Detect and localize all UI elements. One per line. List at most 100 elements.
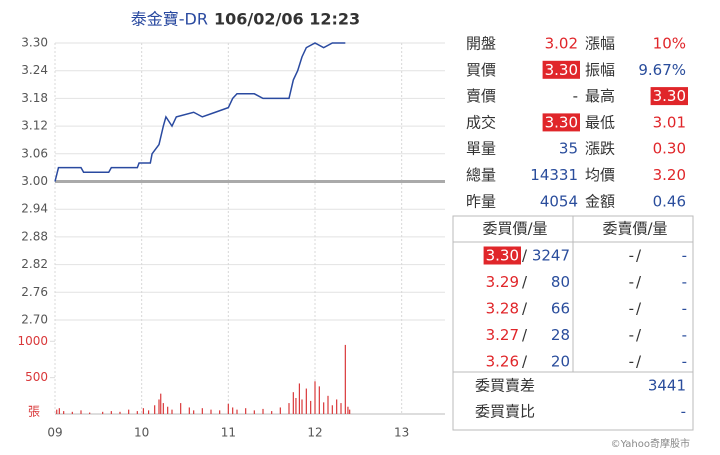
volume-bar (102, 411, 104, 414)
bid-volume: 20 (551, 353, 570, 371)
quote-label: 買價 (466, 61, 496, 79)
volume-bar (301, 399, 303, 414)
volume-bar (80, 410, 82, 414)
volume-bar (347, 406, 349, 414)
quote-value: 14331 (530, 166, 578, 184)
volume-bar (128, 409, 130, 414)
y-tick-label: 3.24 (21, 63, 48, 77)
x-tick-label: 12 (307, 426, 322, 440)
quote-value: 3.20 (653, 166, 686, 184)
quote-label: 開盤 (466, 35, 496, 53)
quote-value: 9.67% (638, 61, 686, 79)
volume-bar (318, 386, 320, 414)
quote-value: 3.30 (545, 113, 578, 131)
y-tick-label: 2.70 (21, 313, 48, 327)
volume-bar (56, 409, 58, 414)
volume-bar (245, 408, 247, 414)
volume-bar (142, 408, 144, 414)
ask-volume: - (682, 247, 687, 265)
separator: / (522, 353, 528, 371)
volume-bar (71, 411, 73, 414)
y-axis-label: 張 (28, 405, 40, 419)
volume-bar (162, 403, 164, 414)
volume-bar (340, 403, 342, 414)
timestamp: 106/02/06 12:23 (214, 10, 360, 29)
volume-bar (110, 411, 112, 414)
y-tick-label: 1000 (17, 334, 48, 348)
volume-bar (310, 400, 312, 414)
volume-bar (305, 388, 307, 414)
quote-label: 金額 (585, 192, 615, 210)
quote-label: 漲幅 (585, 35, 615, 53)
separator: / (522, 326, 528, 344)
price-line (54, 42, 346, 182)
x-tick-label: 09 (47, 426, 62, 440)
quote-value: 0.46 (653, 192, 686, 210)
bid-volume: 28 (551, 326, 570, 344)
separator: / (636, 353, 642, 371)
volume-bar (344, 344, 346, 414)
order-header: 委買價/量 (482, 220, 547, 238)
volume-bar (180, 403, 182, 414)
volume-bar (298, 383, 300, 414)
summary-label: 委買賣差 (475, 377, 535, 395)
x-tick-label: 10 (134, 426, 149, 440)
volume-bar (295, 398, 297, 414)
quote-value: 3.30 (545, 61, 578, 79)
volume-bar (271, 411, 273, 414)
bid-price: 3.26 (486, 353, 519, 371)
separator: / (636, 273, 642, 291)
separator: / (522, 247, 528, 265)
volume-bar (210, 409, 212, 414)
volume-bar (119, 411, 121, 414)
bid-price: 3.28 (486, 300, 519, 318)
volume-bar (232, 407, 234, 414)
y-tick-label: 2.94 (21, 202, 48, 216)
y-tick-label: 2.76 (21, 285, 48, 299)
quote-value: 3.02 (545, 35, 578, 53)
volume-bar (349, 409, 351, 414)
volume-bar (136, 411, 138, 414)
x-tick-label: 13 (394, 426, 409, 440)
y-tick-label: 3.12 (21, 119, 48, 133)
separator: / (636, 326, 642, 344)
volume-bar (89, 412, 91, 414)
y-tick-label: 3.00 (21, 174, 48, 188)
quote-value: 35 (559, 140, 578, 158)
volume-bar (148, 410, 150, 414)
quote-label: 最高 (585, 87, 615, 105)
summary-label: 委買賣比 (475, 403, 535, 421)
stock-name: 泰金寶-DR (131, 10, 208, 29)
quote-value: - (573, 87, 578, 105)
x-tick-label: 11 (221, 426, 236, 440)
ask-volume: - (682, 300, 687, 318)
volume-bar (63, 411, 65, 414)
volume-bar (323, 402, 325, 414)
footer: ©Yahoo奇摩股市 (611, 437, 690, 450)
y-tick-label: 2.88 (21, 229, 48, 243)
volume-bar (279, 407, 281, 414)
separator: / (636, 247, 642, 265)
volume-bar (288, 403, 290, 414)
volume-bar (158, 399, 160, 414)
volume-bar (188, 407, 190, 414)
ask-price: - (629, 247, 634, 265)
volume-bar (253, 410, 255, 414)
bid-volume: 3247 (532, 247, 570, 265)
highlight-box (542, 113, 580, 132)
volume-bar (292, 392, 294, 414)
volume-bar (336, 399, 338, 414)
bid-price: 3.30 (486, 247, 519, 265)
volume-bar (331, 405, 333, 414)
ask-price: - (629, 353, 634, 371)
volume-bar (58, 408, 60, 414)
y-tick-label: 3.18 (21, 91, 48, 105)
quote-label: 均價 (585, 166, 615, 184)
highlight-box (650, 87, 688, 106)
y-tick-label: 3.30 (21, 36, 48, 50)
volume-bar (227, 403, 229, 414)
ask-price: - (629, 326, 634, 344)
bid-volume: 66 (551, 300, 570, 318)
volume-bar (154, 405, 156, 414)
